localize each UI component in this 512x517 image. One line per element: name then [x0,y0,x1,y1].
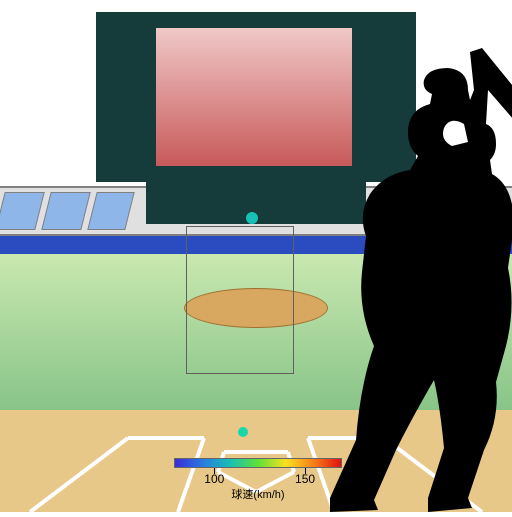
velocity-legend-tick-label: 100 [204,472,224,486]
velocity-legend-bar [174,458,342,468]
pitch-dot-0 [246,212,258,224]
batter-silhouette [300,46,512,512]
strike-zone [186,226,294,374]
velocity-legend-tick-label: 150 [295,472,315,486]
pitch-dot-1 [238,427,248,437]
velocity-legend-title: 球速(km/h) [174,486,342,502]
